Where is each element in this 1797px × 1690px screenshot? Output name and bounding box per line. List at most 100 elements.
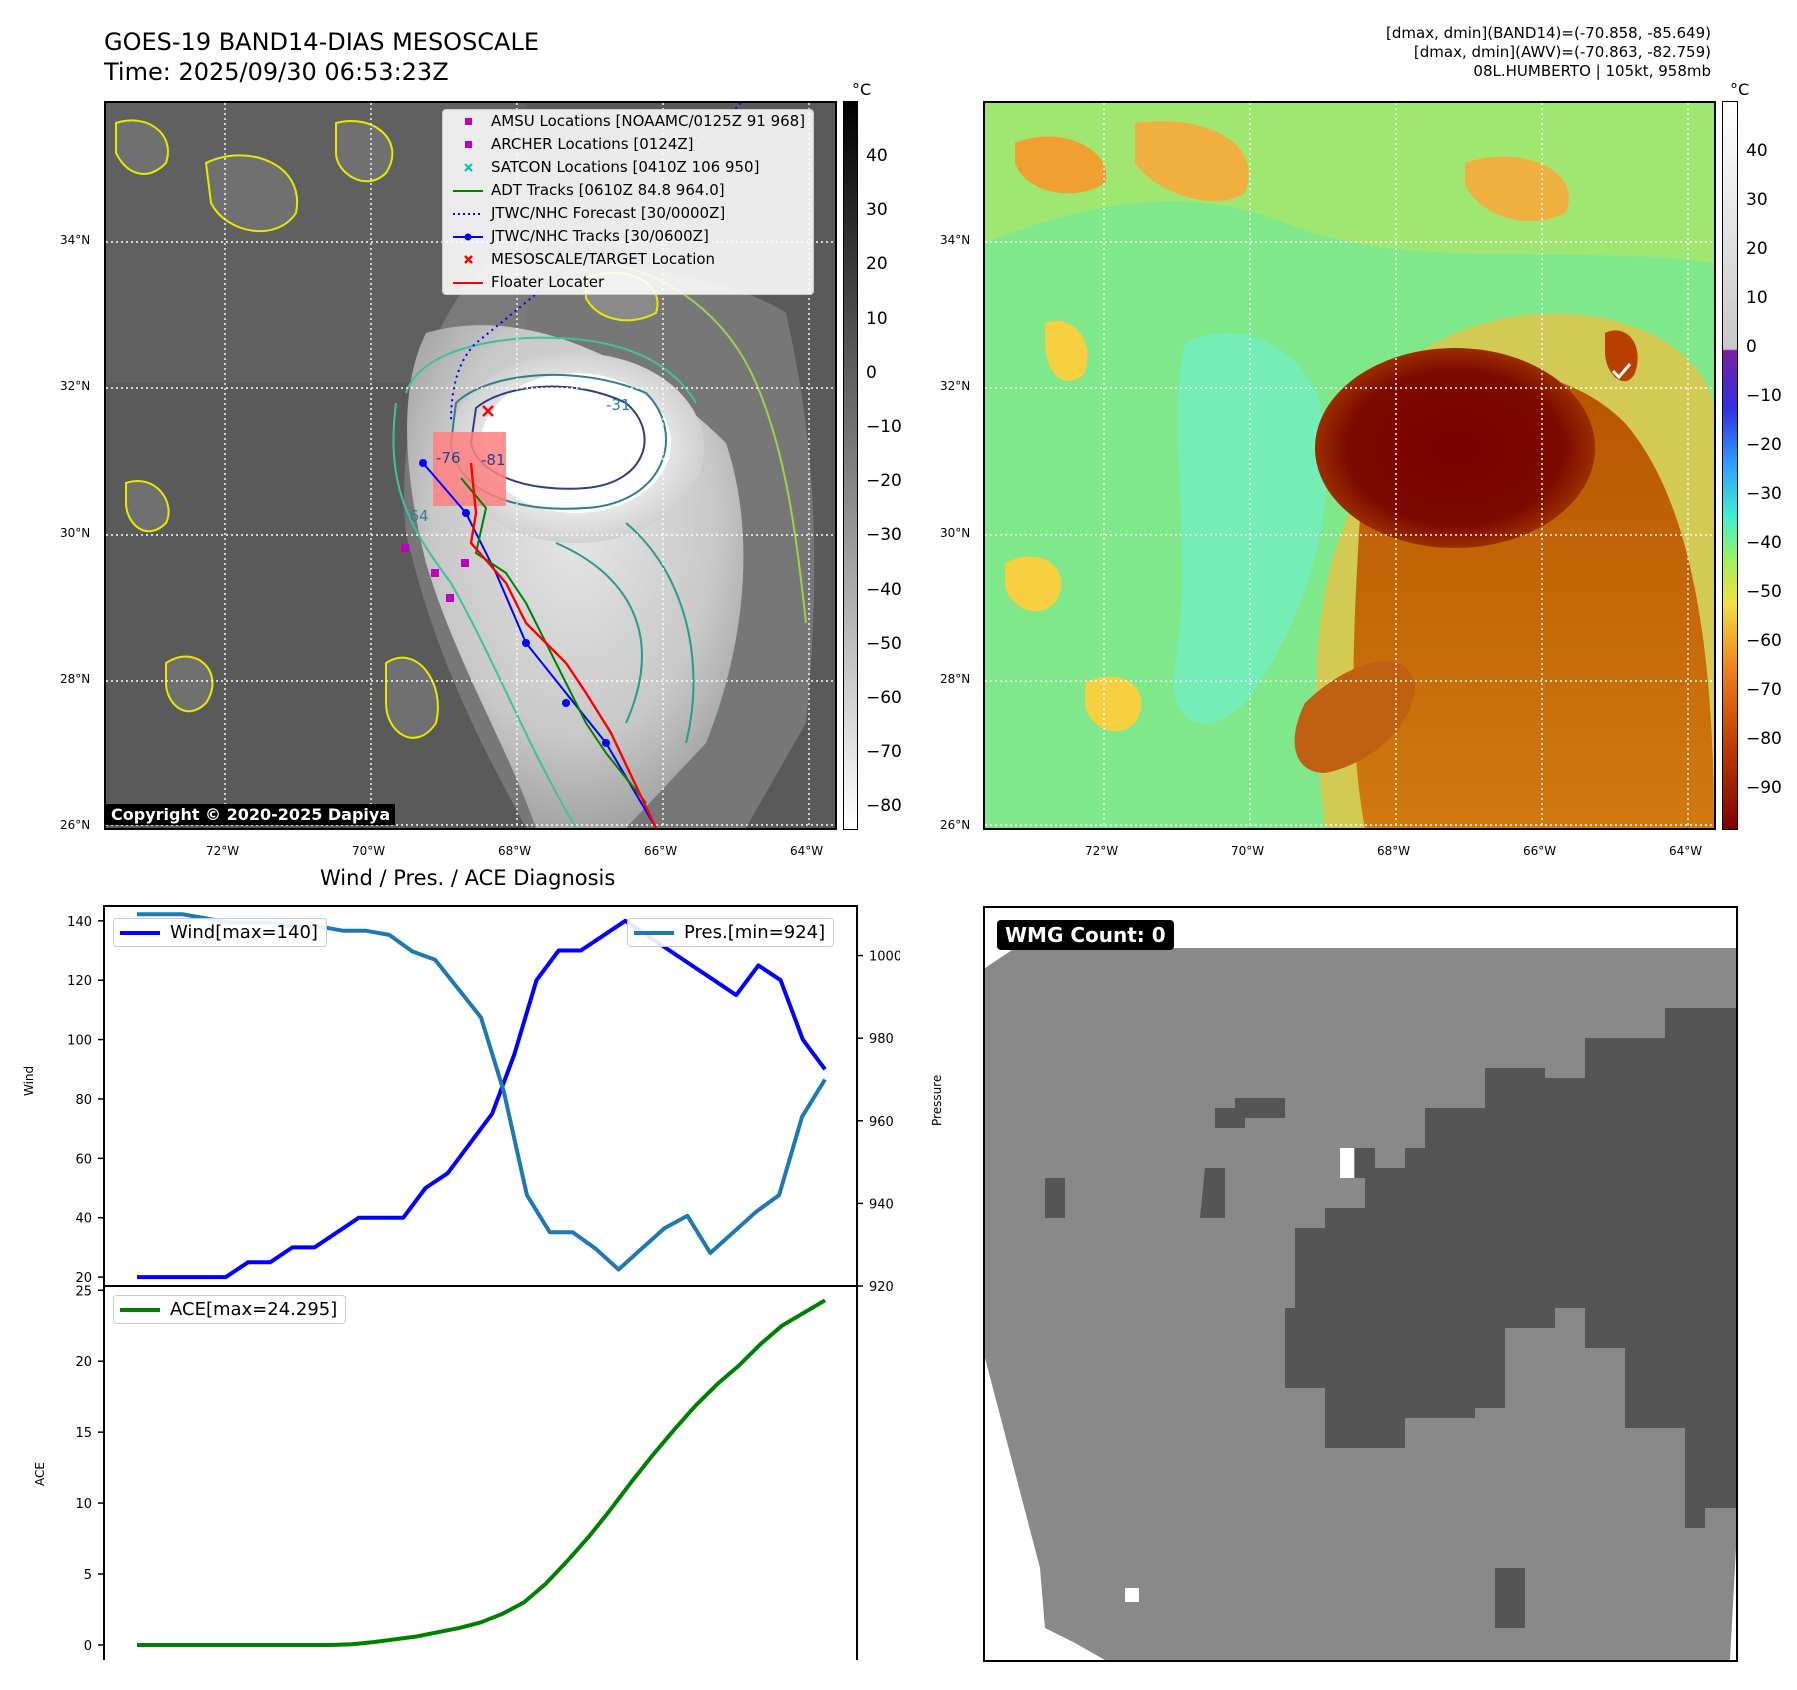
colorbar-tick-label: −30 (1746, 484, 1782, 504)
pressure-axis-label: Pressure (930, 1074, 944, 1126)
lat-label: 28°N (940, 672, 971, 686)
wmg-image (985, 948, 1736, 1660)
colorbar-tick-label: 30 (866, 200, 888, 221)
ace-legend: ACE[max=24.295] (113, 1295, 347, 1324)
colorbar-unit-right: °C (1730, 80, 1750, 99)
dmax-band14: [dmax, dmin](BAND14)=(-70.858, -85.649) (1386, 24, 1711, 42)
colorbar-tick-label: −50 (866, 633, 902, 654)
colorbar-tick-label: 0 (1746, 337, 1757, 357)
colorbar-tick-label: 10 (1746, 288, 1768, 308)
x-marker-icon (464, 255, 473, 264)
awv-map-image (985, 103, 1714, 828)
line-swatch-icon (120, 1308, 160, 1312)
colorbar-tick-label: 40 (866, 146, 888, 166)
map-legend: AMSU Locations [NOAAMC/0125Z 91 968] ARC… (442, 109, 815, 295)
chart-time: Time: 2025/09/30 06:53:23Z (104, 58, 449, 86)
copyright-badge: Copyright © 2020-2025 Dapiya (106, 804, 396, 825)
pressure-tick-label: 1000 (869, 950, 900, 965)
ace-series-line (137, 1298, 827, 1647)
wind-legend: Wind[max=140] (113, 918, 327, 947)
ace-plot-frame (103, 1285, 858, 1660)
lat-label: 26°N (940, 818, 971, 832)
wind-tick-label: 20 (75, 1271, 92, 1286)
colorbar-tick-label: −60 (866, 688, 902, 708)
legend-amsu: AMSU Locations [NOAAMC/0125Z 91 968] (443, 110, 813, 133)
colorbar-unit-left: °C (852, 80, 872, 99)
pressure-legend: Pres.[min=924] (627, 918, 835, 947)
legend-satcon: SATCON Locations [0410Z 106 950] (443, 156, 813, 179)
colorbar-tick-label: −20 (866, 471, 902, 492)
lon-label: 72°W (1085, 844, 1119, 858)
legend-adt: ADT Tracks [0610Z 84.8 964.0] (443, 179, 813, 202)
legend-forecast: JTWC/NHC Forecast [30/0000Z] (443, 202, 813, 225)
lon-label: 70°W (1231, 844, 1265, 858)
colorbar-tick-label: −40 (866, 579, 902, 600)
colorbar-tick-label: −10 (866, 417, 902, 437)
wmg-count-badge: WMG Count: 0 (997, 920, 1174, 950)
lon-label: 64°W (790, 844, 824, 858)
colorbar-tick-label: −20 (1746, 435, 1782, 455)
line-swatch-icon (120, 931, 160, 935)
colorbar-tick-label: 0 (866, 362, 877, 383)
colorbar-tick-label: −70 (1746, 680, 1782, 700)
colorbar-tick-label: −80 (866, 796, 902, 817)
wind-tick-label: 80 (75, 1093, 92, 1108)
colorbar-left (843, 101, 858, 830)
contour-label-31: -31 (606, 396, 631, 414)
ace-tick-label: 25 (75, 1284, 92, 1299)
legend-mesoscale: MESOSCALE/TARGET Location (443, 248, 813, 271)
colorbar-tick-label: 40 (1746, 141, 1768, 161)
wind-axis-label: Wind (22, 1065, 36, 1096)
lon-label: 70°W (352, 844, 386, 858)
lon-label: 66°W (1523, 844, 1557, 858)
line-icon (453, 190, 483, 192)
lon-label: 72°W (206, 844, 240, 858)
ir-map-panel: -31 -64 -76 -81 AMSU Locations [NOAAMC/0… (104, 101, 837, 830)
x-marker-icon (464, 163, 473, 172)
pressure-tick-label: 960 (869, 1115, 894, 1130)
dotted-line-icon (453, 213, 483, 215)
contour-label-64: -64 (404, 507, 429, 525)
wind-tick-label: 120 (67, 974, 92, 989)
line-icon (453, 282, 483, 284)
colorbar-tick-label: −30 (866, 525, 902, 546)
ace-tick-label: 10 (75, 1497, 92, 1512)
lat-label: 34°N (60, 233, 91, 247)
diagnosis-title: Wind / Pres. / ACE Diagnosis (320, 866, 616, 890)
colorbar-tick-label: 10 (866, 308, 888, 329)
colorbar-tick-label: −90 (1746, 778, 1782, 798)
legend-tracks: JTWC/NHC Tracks [30/0600Z] (443, 225, 813, 248)
lon-label: 68°W (1377, 844, 1411, 858)
colorbar-tick-label: 20 (866, 254, 888, 275)
lon-label: 68°W (498, 844, 532, 858)
ace-tick-label: 20 (75, 1355, 92, 1370)
pressure-tick-label: 980 (869, 1032, 894, 1047)
contour-label-76: -76 (436, 449, 461, 467)
lon-label: 64°W (1669, 844, 1703, 858)
colorbar-tick-label: 30 (1746, 190, 1768, 210)
colorbar-tick-label: −50 (1746, 582, 1782, 602)
colorbar-tick-label: −70 (866, 742, 902, 763)
colorbar-tick-label: 20 (1746, 239, 1768, 259)
awv-map-panel (983, 101, 1716, 830)
lat-label: 26°N (60, 818, 91, 832)
lat-label: 28°N (60, 672, 91, 686)
contour-label-81: -81 (481, 451, 506, 469)
lat-label: 30°N (940, 526, 971, 540)
lat-label: 32°N (940, 379, 971, 393)
pressure-tick-label: 940 (869, 1197, 894, 1212)
square-marker-icon (465, 141, 472, 148)
wind-series-line (137, 918, 827, 1280)
line-swatch-icon (634, 931, 674, 935)
colorbar-tick-label: −60 (1746, 631, 1782, 651)
pressure-tick-label: 920 (869, 1280, 894, 1295)
storm-info: 08L.HUMBERTO | 105kt, 958mb (1473, 62, 1711, 80)
wind-tick-label: 60 (75, 1152, 92, 1167)
wind-plot-frame (103, 905, 858, 1287)
wind-tick-label: 140 (67, 915, 92, 930)
wmg-panel: WMG Count: 0 (983, 906, 1738, 1662)
line-dot-icon (453, 233, 483, 241)
colorbar-tick-label: −10 (1746, 386, 1782, 406)
chart-title: GOES-19 BAND14-DIAS MESOSCALE (104, 28, 540, 56)
